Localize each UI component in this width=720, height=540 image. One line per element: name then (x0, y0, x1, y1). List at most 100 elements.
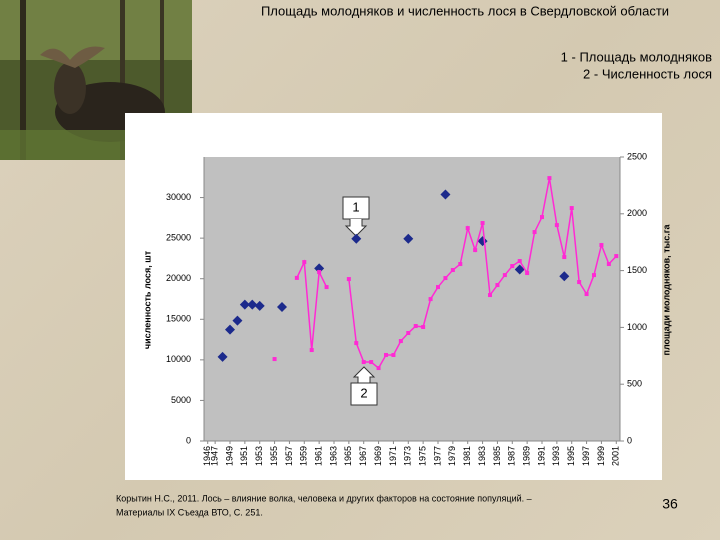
annotation: 1 (352, 199, 359, 214)
point (254, 300, 265, 311)
chart-title: Площадь молодняков и численность лося в … (261, 3, 669, 18)
y2-tick-label: 2500 (627, 151, 647, 161)
point (458, 262, 463, 267)
x-tick-label: 1999 (596, 446, 606, 466)
point (225, 324, 235, 335)
point (403, 233, 414, 244)
citation: Материалы IX Съезда ВТО, С. 251. (116, 507, 263, 517)
point (606, 262, 611, 267)
point (440, 189, 451, 200)
y2-tick-label: 2000 (627, 208, 647, 218)
x-tick-label: 1946 (202, 446, 212, 466)
point (584, 292, 589, 297)
y-tick-label: 30000 (166, 192, 191, 202)
x-tick-label: 1997 (581, 446, 591, 466)
x-tick-label: 1983 (477, 446, 487, 466)
point (232, 315, 243, 326)
x-tick-label: 1989 (522, 446, 532, 466)
legend-entry: 2 - Численность лося (583, 66, 712, 81)
x-tick-label: 1955 (269, 446, 279, 466)
point (547, 176, 552, 181)
x-tick-label: 1981 (462, 446, 472, 466)
x-tick-label: 1977 (432, 446, 442, 466)
point (562, 255, 567, 260)
x-tick-label: 1953 (254, 446, 264, 466)
point (354, 341, 359, 346)
y2-tick-label: 1000 (627, 322, 647, 332)
x-tick-label: 1985 (492, 446, 502, 466)
point (314, 263, 325, 274)
y-tick-label: 20000 (166, 273, 191, 283)
point (346, 277, 351, 282)
x-tick-label: 1987 (507, 446, 517, 466)
point (247, 299, 258, 310)
point (599, 243, 604, 248)
x-tick-label: 1947 (210, 446, 220, 466)
point (398, 339, 403, 344)
x-tick-label: 1991 (536, 446, 546, 466)
point (592, 273, 596, 278)
point (502, 273, 507, 278)
y2-axis-label: площади молодняков, тыс.га (661, 224, 671, 356)
point (465, 226, 470, 231)
callout: 2 (350, 366, 378, 406)
x-tick-label: 1971 (388, 446, 398, 466)
point (488, 293, 492, 298)
annotation: 2 (360, 385, 367, 400)
point (384, 352, 388, 357)
point (294, 275, 299, 280)
point (614, 254, 619, 259)
point (450, 268, 455, 273)
point (532, 230, 537, 235)
x-tick-label: 2001 (611, 446, 621, 466)
x-tick-label: 1967 (358, 446, 368, 466)
point (517, 259, 522, 264)
x-tick-label: 1969 (373, 446, 383, 466)
y-tick-label: 5000 (171, 395, 191, 405)
x-tick-label: 1961 (314, 446, 324, 466)
legend-entry: 1 - Площадь молодняков (561, 49, 712, 64)
slide-number: 36 (662, 496, 678, 512)
point (351, 233, 362, 244)
plot-area (204, 157, 620, 441)
y2-tick-label: 1500 (627, 265, 647, 275)
y-axis-label: численность лося, шт (142, 250, 152, 349)
point (559, 271, 570, 282)
point (217, 351, 228, 362)
point (391, 352, 396, 357)
x-tick-label: 1957 (284, 446, 294, 466)
point (413, 324, 418, 329)
x-tick-label: 1949 (224, 446, 234, 466)
point (239, 299, 250, 310)
point (495, 283, 500, 288)
point (577, 280, 582, 285)
y2-tick-label: 0 (627, 435, 632, 445)
point (428, 297, 433, 302)
point (525, 271, 530, 276)
point (421, 324, 426, 329)
point (361, 360, 366, 365)
point (324, 285, 329, 290)
point (480, 221, 485, 226)
point (317, 270, 322, 275)
y-tick-label: 10000 (166, 354, 191, 364)
point (436, 285, 440, 290)
x-tick-label: 1965 (343, 446, 353, 466)
point (272, 357, 277, 362)
citation: Корытин Н.С., 2011. Лось – влияние волка… (116, 493, 532, 503)
point (540, 215, 544, 220)
point (406, 330, 411, 335)
x-tick-label: 1959 (299, 446, 309, 466)
point (510, 264, 515, 269)
y-tick-label: 25000 (166, 233, 191, 243)
y2-tick-label: 500 (627, 379, 642, 389)
point (569, 206, 574, 211)
point (443, 276, 448, 281)
x-tick-label: 1993 (551, 446, 561, 466)
point (302, 260, 307, 265)
x-tick-label: 1973 (403, 446, 413, 466)
point (473, 248, 478, 253)
point (514, 264, 525, 275)
